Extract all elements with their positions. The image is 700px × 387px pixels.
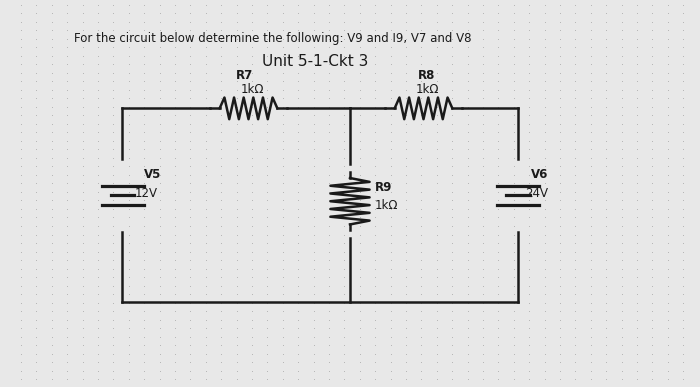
Text: 24V: 24V — [525, 187, 548, 200]
Text: Unit 5-1-Ckt 3: Unit 5-1-Ckt 3 — [262, 55, 368, 69]
Text: 1kΩ: 1kΩ — [240, 83, 264, 96]
Text: 1kΩ: 1kΩ — [374, 199, 398, 212]
Text: V6: V6 — [531, 168, 548, 181]
Text: For the circuit below determine the following: V9 and I9, V7 and V8: For the circuit below determine the foll… — [74, 32, 471, 45]
Text: V5: V5 — [144, 168, 161, 181]
Text: 1kΩ: 1kΩ — [415, 83, 439, 96]
Text: R8: R8 — [419, 69, 435, 82]
Text: R7: R7 — [237, 69, 253, 82]
Text: R9: R9 — [374, 181, 392, 194]
Text: 12V: 12V — [135, 187, 158, 200]
